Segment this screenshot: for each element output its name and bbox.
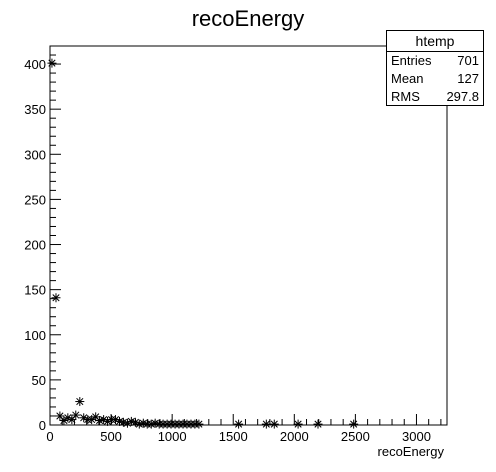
- x-tick-label: 1000: [158, 429, 187, 444]
- x-tick-label: 2500: [341, 429, 370, 444]
- chart-title: recoEnergy: [192, 6, 305, 31]
- stats-row-entries: Entries 701: [387, 52, 483, 70]
- y-tick-label: 50: [32, 373, 46, 388]
- y-tick-label: 350: [24, 102, 46, 117]
- data-point: [71, 410, 81, 420]
- data-point: [126, 416, 136, 426]
- x-tick-label: 2000: [280, 429, 309, 444]
- y-tick-label: 250: [24, 192, 46, 207]
- x-tick-label: 1500: [219, 429, 248, 444]
- y-tick-label: 150: [24, 283, 46, 298]
- y-tick-label: 300: [24, 147, 46, 162]
- stats-rms-value: 297.8: [446, 89, 479, 104]
- stats-mean-value: 127: [457, 71, 479, 86]
- data-point: [103, 416, 113, 426]
- stats-entries-value: 701: [457, 53, 479, 68]
- data-point: [51, 293, 61, 303]
- x-axis-label: recoEnergy: [378, 444, 445, 459]
- x-tick-label: 3000: [402, 429, 431, 444]
- stats-box: htemp Entries 701 Mean 127 RMS 297.8: [386, 30, 484, 106]
- ticks-layer: [49, 45, 442, 426]
- data-point: [75, 397, 85, 407]
- stats-mean-label: Mean: [391, 71, 424, 86]
- data-point: [313, 419, 323, 429]
- data-point: [194, 419, 204, 429]
- data-point: [269, 419, 279, 429]
- data-point: [349, 419, 359, 429]
- points-layer: [47, 58, 359, 429]
- stats-box-title: htemp: [387, 31, 483, 52]
- stats-row-rms: RMS 297.8: [387, 88, 483, 106]
- x-tick-label: 0: [46, 429, 53, 444]
- data-point: [293, 419, 303, 429]
- stats-rms-label: RMS: [391, 89, 420, 104]
- y-tick-label: 0: [39, 418, 46, 433]
- data-point: [261, 419, 271, 429]
- data-point: [87, 415, 97, 425]
- x-tick-label: 500: [100, 429, 122, 444]
- tick-labels-layer: 0 500 1000 1500 2000 2500 3000 0 50 100 150 200 250 3…: [24, 57, 431, 444]
- data-point: [47, 58, 57, 68]
- y-tick-label: 400: [24, 57, 46, 72]
- y-tick-label: 100: [24, 328, 46, 343]
- stats-row-mean: Mean 127: [387, 70, 483, 88]
- data-point: [234, 419, 244, 429]
- stats-entries-label: Entries: [391, 53, 432, 68]
- y-tick-label: 200: [24, 238, 46, 253]
